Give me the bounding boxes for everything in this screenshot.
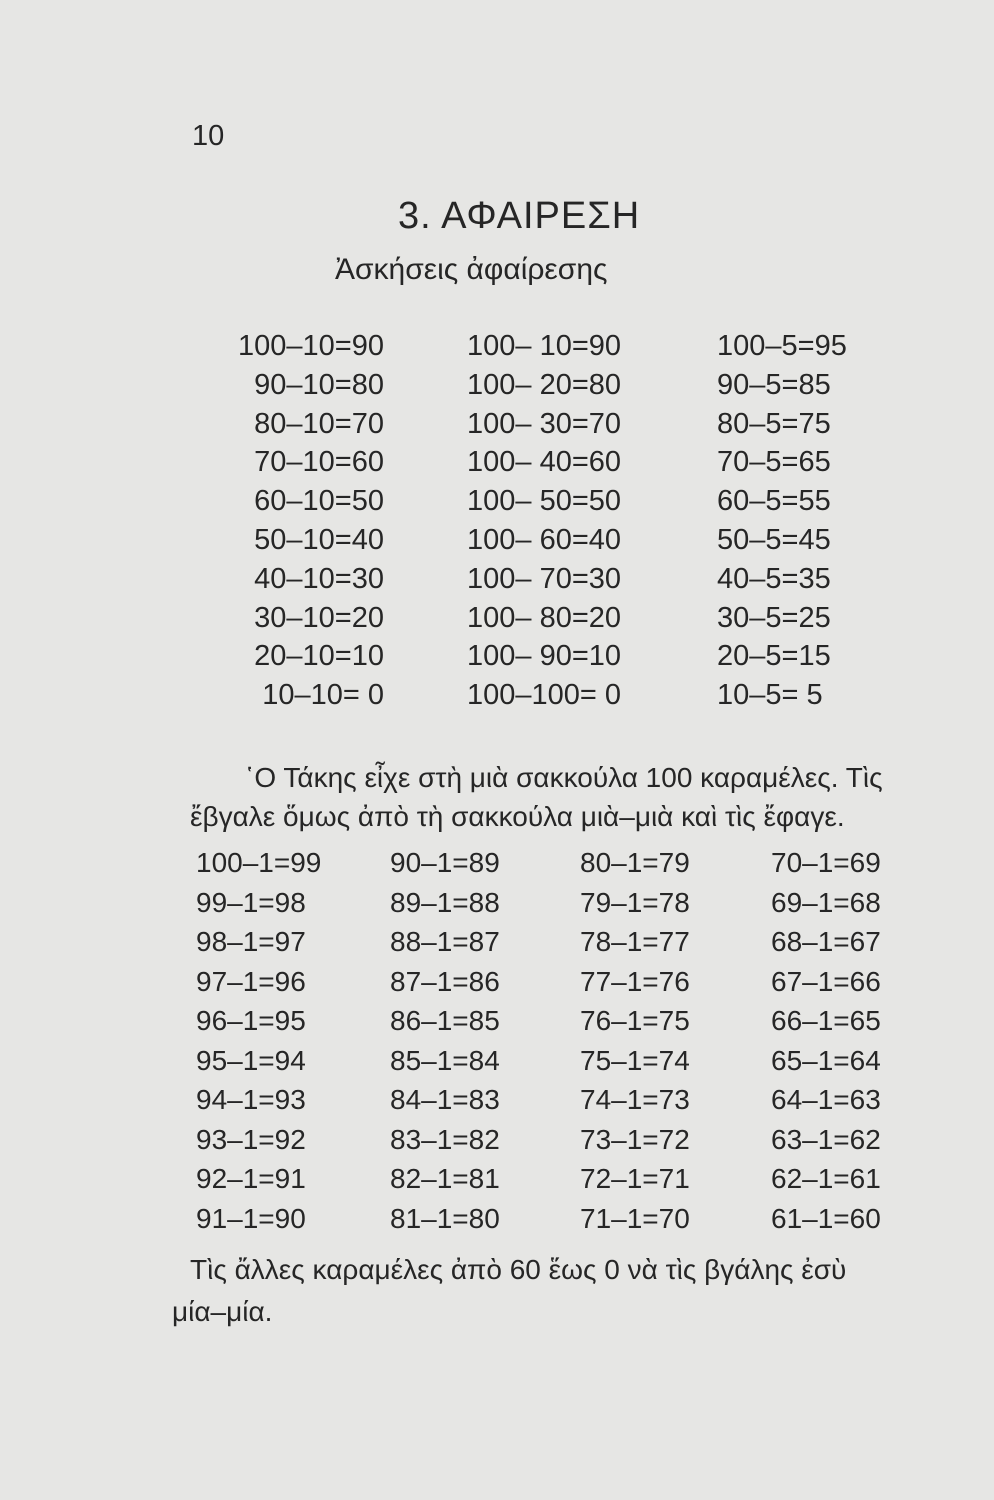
table2-column: 90–1=89 89–1=88 88–1=87 87–1=86 86–1=85 85–1=… xyxy=(390,843,500,1238)
equation: 76–1=75 xyxy=(580,1005,690,1036)
equation: 81–1=80 xyxy=(390,1202,500,1234)
equation: 95–1=94 xyxy=(196,1044,306,1076)
equation: 80–1=79 xyxy=(580,847,690,878)
table1-column: 100–10=90 90–10=80 80–10=70 70–10=60 60–10=5… xyxy=(226,327,384,715)
equation: 70–5=65 xyxy=(717,446,831,479)
equation: 100–100= 0 xyxy=(467,679,622,712)
equation: 66–1=65 xyxy=(771,1005,881,1036)
equation: 10–10= 0 xyxy=(262,679,384,712)
equation: 40–10=30 xyxy=(254,562,384,595)
equation: 80–10=70 xyxy=(254,407,384,440)
equation: 100– 70=30 xyxy=(467,562,622,595)
equation: 74–1=73 xyxy=(580,1084,690,1115)
equation: 60–10=50 xyxy=(254,485,384,518)
equation: 90–1=89 xyxy=(390,847,500,878)
equation: 70–10=60 xyxy=(254,446,384,479)
table2-column: 70–1=69 69–1=68 68–1=67 67–1=66 66–1=65 65–1=… xyxy=(771,843,881,1238)
equation: 84–1=83 xyxy=(390,1084,500,1115)
table1-column: 100–5=95 90–5=85 80–5=75 70–5=65 60–5=55 50–5… xyxy=(717,327,847,715)
equation: 75–1=74 xyxy=(580,1044,690,1076)
equation: 99–1=98 xyxy=(196,886,306,918)
equation: 61–1=60 xyxy=(771,1202,881,1234)
equation: 62–1=61 xyxy=(771,1163,881,1194)
equation: 72–1=71 xyxy=(580,1163,690,1194)
equation: 90–5=85 xyxy=(717,368,831,401)
equation: 90–10=80 xyxy=(254,368,384,401)
equation: 73–1=72 xyxy=(580,1123,690,1155)
equation: 70–1=69 xyxy=(771,847,881,878)
story-text-line: ἔβγαλε ὅμως ἀπὸ τὴ σακκούλα μιὰ–μιὰ καὶ … xyxy=(190,801,845,832)
equation: 71–1=70 xyxy=(580,1202,690,1234)
equation: 87–1=86 xyxy=(390,965,500,997)
equation: 100–5=95 xyxy=(717,330,847,362)
equation: 85–1=84 xyxy=(390,1044,500,1076)
equation: 94–1=93 xyxy=(196,1084,306,1115)
equation: 83–1=82 xyxy=(390,1123,500,1155)
table2-column: 100–1=99 99–1=98 98–1=97 97–1=96 96–1=95 95–1… xyxy=(196,843,321,1238)
equation: 20–5=15 xyxy=(717,640,831,673)
equation: 100– 10=90 xyxy=(467,330,622,362)
equation: 100– 50=50 xyxy=(467,485,622,518)
equation: 60–5=55 xyxy=(717,485,831,518)
section-title: 3. ΑΦΑΙΡΕΣΗ xyxy=(398,195,641,237)
equation: 80–5=75 xyxy=(717,407,831,440)
story-text-line: ῾Ο Τάκης εἶχε στὴ μιὰ σακκούλα 100 καραμ… xyxy=(245,762,883,793)
equation: 100– 30=70 xyxy=(467,407,622,440)
equation: 91–1=90 xyxy=(196,1202,306,1234)
page-number: 10 xyxy=(192,120,225,152)
equation: 50–5=45 xyxy=(717,523,831,556)
table2-column: 80–1=79 79–1=78 78–1=77 77–1=76 76–1=75 75–1=… xyxy=(580,843,690,1238)
equation: 100– 60=40 xyxy=(467,523,622,556)
equation: 50–10=40 xyxy=(254,523,384,556)
equation: 86–1=85 xyxy=(390,1005,500,1036)
equation: 30–10=20 xyxy=(254,601,384,634)
equation: 79–1=78 xyxy=(580,886,690,918)
equation: 78–1=77 xyxy=(580,926,690,957)
equation: 97–1=96 xyxy=(196,965,306,997)
equation: 100– 80=20 xyxy=(467,601,622,634)
equation: 10–5= 5 xyxy=(717,679,823,712)
equation: 63–1=62 xyxy=(771,1123,881,1155)
equation: 65–1=64 xyxy=(771,1044,881,1076)
instruction-text-line: Τὶς ἄλλες καραμέλες ἀπὸ 60 ἕως 0 νὰ τὶς … xyxy=(190,1254,847,1285)
equation: 77–1=76 xyxy=(580,965,690,997)
equation: 93–1=92 xyxy=(196,1123,306,1155)
equation: 69–1=68 xyxy=(771,886,881,918)
equation: 40–5=35 xyxy=(717,562,831,595)
equation: 100– 20=80 xyxy=(467,368,622,401)
equation: 64–1=63 xyxy=(771,1084,881,1115)
equation: 96–1=95 xyxy=(196,1005,306,1036)
equation: 98–1=97 xyxy=(196,926,306,957)
equation: 30–5=25 xyxy=(717,601,831,634)
section-subtitle: Ἀσκήσεις ἀφαίρεσης xyxy=(335,253,608,286)
equation: 89–1=88 xyxy=(390,886,500,918)
equation: 20–10=10 xyxy=(254,640,384,673)
equation: 67–1=66 xyxy=(771,965,881,997)
equation: 100– 40=60 xyxy=(467,446,622,479)
equation: 68–1=67 xyxy=(771,926,881,957)
equation: 100–1=99 xyxy=(196,847,322,878)
instruction-text-line: μία–μία. xyxy=(172,1296,273,1327)
equation: 88–1=87 xyxy=(390,926,500,957)
equation: 100– 90=10 xyxy=(467,640,622,673)
table1-column: 100– 10=90 100– 20=80 100– 30=70 100– 40=60… xyxy=(467,327,621,715)
equation: 82–1=81 xyxy=(390,1163,500,1194)
equation: 92–1=91 xyxy=(196,1163,306,1194)
equation: 100–10=90 xyxy=(238,330,384,362)
